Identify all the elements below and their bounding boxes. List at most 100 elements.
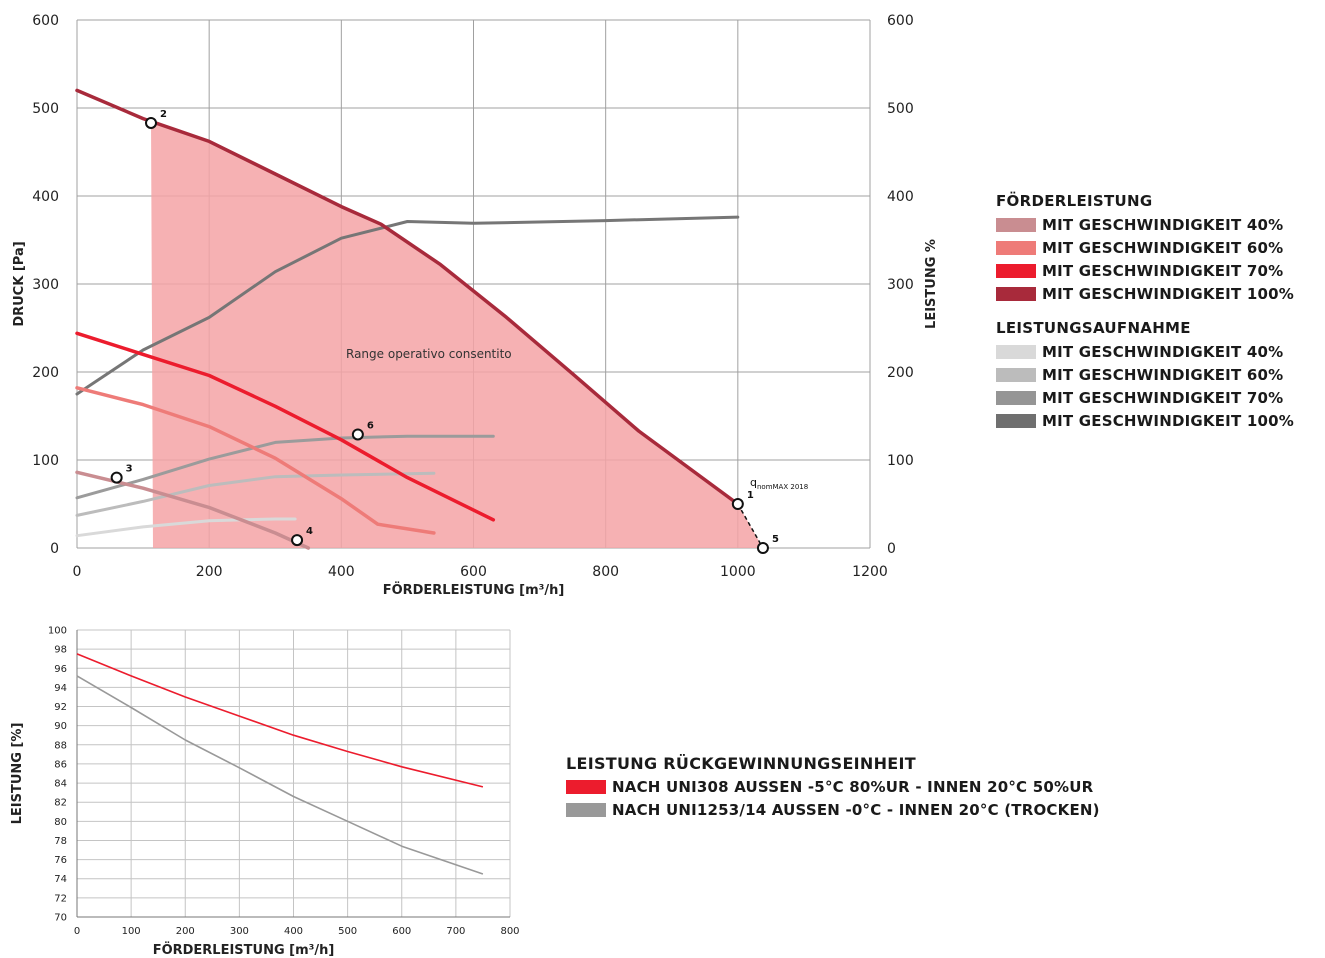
y-tick-label: 82 xyxy=(54,798,67,809)
x-axis-label: FÖRDERLEISTUNG [m³/h] xyxy=(153,942,335,958)
legend-item: MIT GESCHWINDIGKEIT 70% xyxy=(996,259,1294,282)
legend-swatch xyxy=(996,390,1036,405)
legend-swatch xyxy=(566,779,606,794)
y-tick-label: 70 xyxy=(54,913,67,924)
y-tick-label: 76 xyxy=(54,855,67,866)
x-tick-label: 400 xyxy=(328,564,355,580)
legend-label: MIT GESCHWINDIGKEIT 40% xyxy=(1042,215,1284,234)
operating-point-marker xyxy=(291,534,304,547)
legend-swatch xyxy=(996,217,1036,232)
x-tick-label: 400 xyxy=(284,926,303,937)
pressure-series-line xyxy=(75,331,496,522)
legend-item: MIT GESCHWINDIGKEIT 100% xyxy=(996,409,1294,432)
y2-tick-label: 0 xyxy=(887,541,896,557)
y-tick-label: 96 xyxy=(54,664,67,675)
y2-tick-label: 600 xyxy=(887,13,914,29)
operating-point-marker xyxy=(351,428,364,441)
pressure-series-line xyxy=(75,88,740,506)
legend-label: MIT GESCHWINDIGKEIT 40% xyxy=(1042,342,1284,361)
y-tick-label: 300 xyxy=(32,277,59,293)
y2-tick-label: 500 xyxy=(887,101,914,117)
pressure-series-line xyxy=(75,386,436,535)
x-tick-label: 200 xyxy=(196,564,223,580)
legend-swatch xyxy=(996,344,1036,359)
x-tick-label: 600 xyxy=(460,564,487,580)
pressure-series-line xyxy=(75,470,311,550)
legend-item: MIT GESCHWINDIGKEIT 60% xyxy=(996,236,1294,259)
power-series-line xyxy=(75,215,740,396)
x-tick-label: 800 xyxy=(500,926,519,937)
legend-item: NACH UNI1253/14 AUSSEN -0°C - INNEN 20°C… xyxy=(566,798,1100,821)
y-tick-label: 90 xyxy=(54,721,67,732)
legend-swatch xyxy=(996,240,1036,255)
legend-label: MIT GESCHWINDIGKEIT 70% xyxy=(1042,388,1284,407)
y-tick-label: 600 xyxy=(32,13,59,29)
legend-label: NACH UNI308 AUSSEN -5°C 80%UR - INNEN 20… xyxy=(612,777,1094,796)
x-tick-label: 300 xyxy=(230,926,249,937)
legend-top: FÖRDERLEISTUNG MIT GESCHWINDIGKEIT 40% MI… xyxy=(996,190,1294,432)
legend-label: NACH UNI1253/14 AUSSEN -0°C - INNEN 20°C… xyxy=(612,800,1100,819)
legend-label: MIT GESCHWINDIGKEIT 100% xyxy=(1042,284,1294,303)
x-tick-label: 1000 xyxy=(720,564,756,580)
x-tick-label: 0 xyxy=(73,564,82,580)
power-series-line xyxy=(75,434,495,500)
operating-point-marker xyxy=(756,542,769,554)
y-tick-label: 78 xyxy=(54,836,67,847)
y-tick-label: 84 xyxy=(54,779,67,790)
legend-item: MIT GESCHWINDIGKEIT 70% xyxy=(996,386,1294,409)
power-series-line xyxy=(75,517,297,538)
legend-swatch xyxy=(996,367,1036,382)
legend-bottom: LEISTUNG RÜCKGEWINNUNGSEINHEIT NACH UNI3… xyxy=(566,752,1100,821)
y-tick-label: 92 xyxy=(54,702,67,713)
legend-swatch xyxy=(996,286,1036,301)
operating-point-label: 1 xyxy=(747,490,754,501)
y-tick-label: 74 xyxy=(54,874,67,885)
power-series-line xyxy=(75,471,436,517)
legend-label: MIT GESCHWINDIGKEIT 70% xyxy=(1042,261,1284,280)
efficiency-series-line xyxy=(76,653,484,788)
y2-tick-label: 300 xyxy=(887,277,914,293)
legend-title-recovery: LEISTUNG RÜCKGEWINNUNGSEINHEIT xyxy=(566,754,916,773)
x-tick-label: 500 xyxy=(338,926,357,937)
operating-point-label: 4 xyxy=(306,526,313,537)
legend-label: MIT GESCHWINDIGKEIT 60% xyxy=(1042,365,1284,384)
operating-point-marker xyxy=(731,498,744,510)
y2-axis-label: LEISTUNG % xyxy=(924,239,939,329)
operating-point-label: 5 xyxy=(772,534,779,545)
annotation-qnom-sub: nomMAX 2018 xyxy=(757,483,808,491)
y-tick-label: 72 xyxy=(54,893,67,904)
y2-tick-label: 200 xyxy=(887,365,914,381)
y2-tick-label: 100 xyxy=(887,453,914,469)
legend-swatch xyxy=(996,263,1036,278)
legend-label: MIT GESCHWINDIGKEIT 60% xyxy=(1042,238,1284,257)
y2-tick-label: 400 xyxy=(887,189,914,205)
x-tick-label: 200 xyxy=(176,926,195,937)
legend-swatch xyxy=(996,413,1036,428)
legend-swatch xyxy=(566,802,606,817)
efficiency-series-line xyxy=(76,675,484,875)
y-tick-label: 400 xyxy=(32,189,59,205)
x-tick-label: 800 xyxy=(592,564,619,580)
operating-point-marker xyxy=(145,116,158,129)
x-tick-label: 600 xyxy=(392,926,411,937)
legend-item: MIT GESCHWINDIGKEIT 40% xyxy=(996,340,1294,363)
legend-item: MIT GESCHWINDIGKEIT 40% xyxy=(996,213,1294,236)
operating-point-label: 2 xyxy=(160,109,167,120)
y-tick-label: 200 xyxy=(32,365,59,381)
x-tick-label: 0 xyxy=(74,926,80,937)
legend-label: MIT GESCHWINDIGKEIT 100% xyxy=(1042,411,1294,430)
legend-title-airflow: FÖRDERLEISTUNG xyxy=(996,192,1153,210)
y-tick-label: 0 xyxy=(50,541,59,557)
legend-title-power: LEISTUNGSAUFNAHME xyxy=(996,319,1191,337)
x-axis-label: FÖRDERLEISTUNG [m³/h] xyxy=(383,582,565,598)
legend-item: NACH UNI308 AUSSEN -5°C 80%UR - INNEN 20… xyxy=(566,775,1100,798)
legend-item: MIT GESCHWINDIGKEIT 100% xyxy=(996,282,1294,305)
y-tick-label: 88 xyxy=(54,740,67,751)
limit-dashed-line xyxy=(737,503,764,549)
legend-item: MIT GESCHWINDIGKEIT 60% xyxy=(996,363,1294,386)
y-axis-label: LEISTUNG [%] xyxy=(10,723,25,825)
y-tick-label: 100 xyxy=(48,626,67,637)
y-tick-label: 86 xyxy=(54,759,67,770)
